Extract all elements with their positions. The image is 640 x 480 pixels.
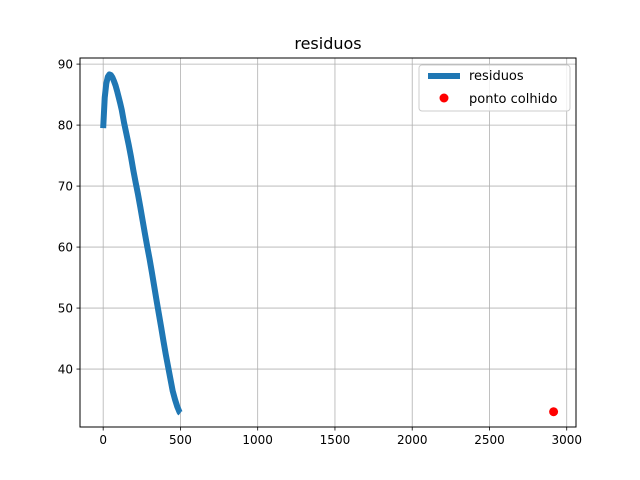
y-axis-ticks: 40 50 60 70 80 90 [58,58,80,377]
legend-label-ponto-colhido: ponto colhido [469,92,557,107]
x-axis-ticks: 0 500 1000 1500 2000 2500 3000 [99,427,582,447]
y-tick-label: 40 [58,363,73,377]
x-tick-label: 3000 [551,433,582,447]
legend-label-residuos: residuos [469,69,524,84]
legend-swatch-ponto-colhido [439,93,449,103]
plot-frame [79,57,577,428]
x-tick-label: 500 [169,433,192,447]
x-tick-label: 2000 [397,433,428,447]
x-tick-label: 1000 [242,433,273,447]
y-tick-label: 60 [58,241,73,255]
data-point-ponto-colhido [549,407,559,417]
grid [80,58,576,427]
y-tick-label: 50 [58,302,73,316]
x-tick-label: 1500 [320,433,351,447]
series-line-residuos [100,71,183,416]
y-tick-label: 70 [58,180,73,194]
x-tick-label: 0 [99,433,107,447]
y-tick-label: 90 [58,58,73,72]
series-layer [100,71,559,417]
x-tick-label: 2500 [474,433,505,447]
y-tick-label: 80 [58,119,73,133]
chart-title: residuos [294,34,361,53]
legend: residuos ponto colhido [418,64,571,112]
